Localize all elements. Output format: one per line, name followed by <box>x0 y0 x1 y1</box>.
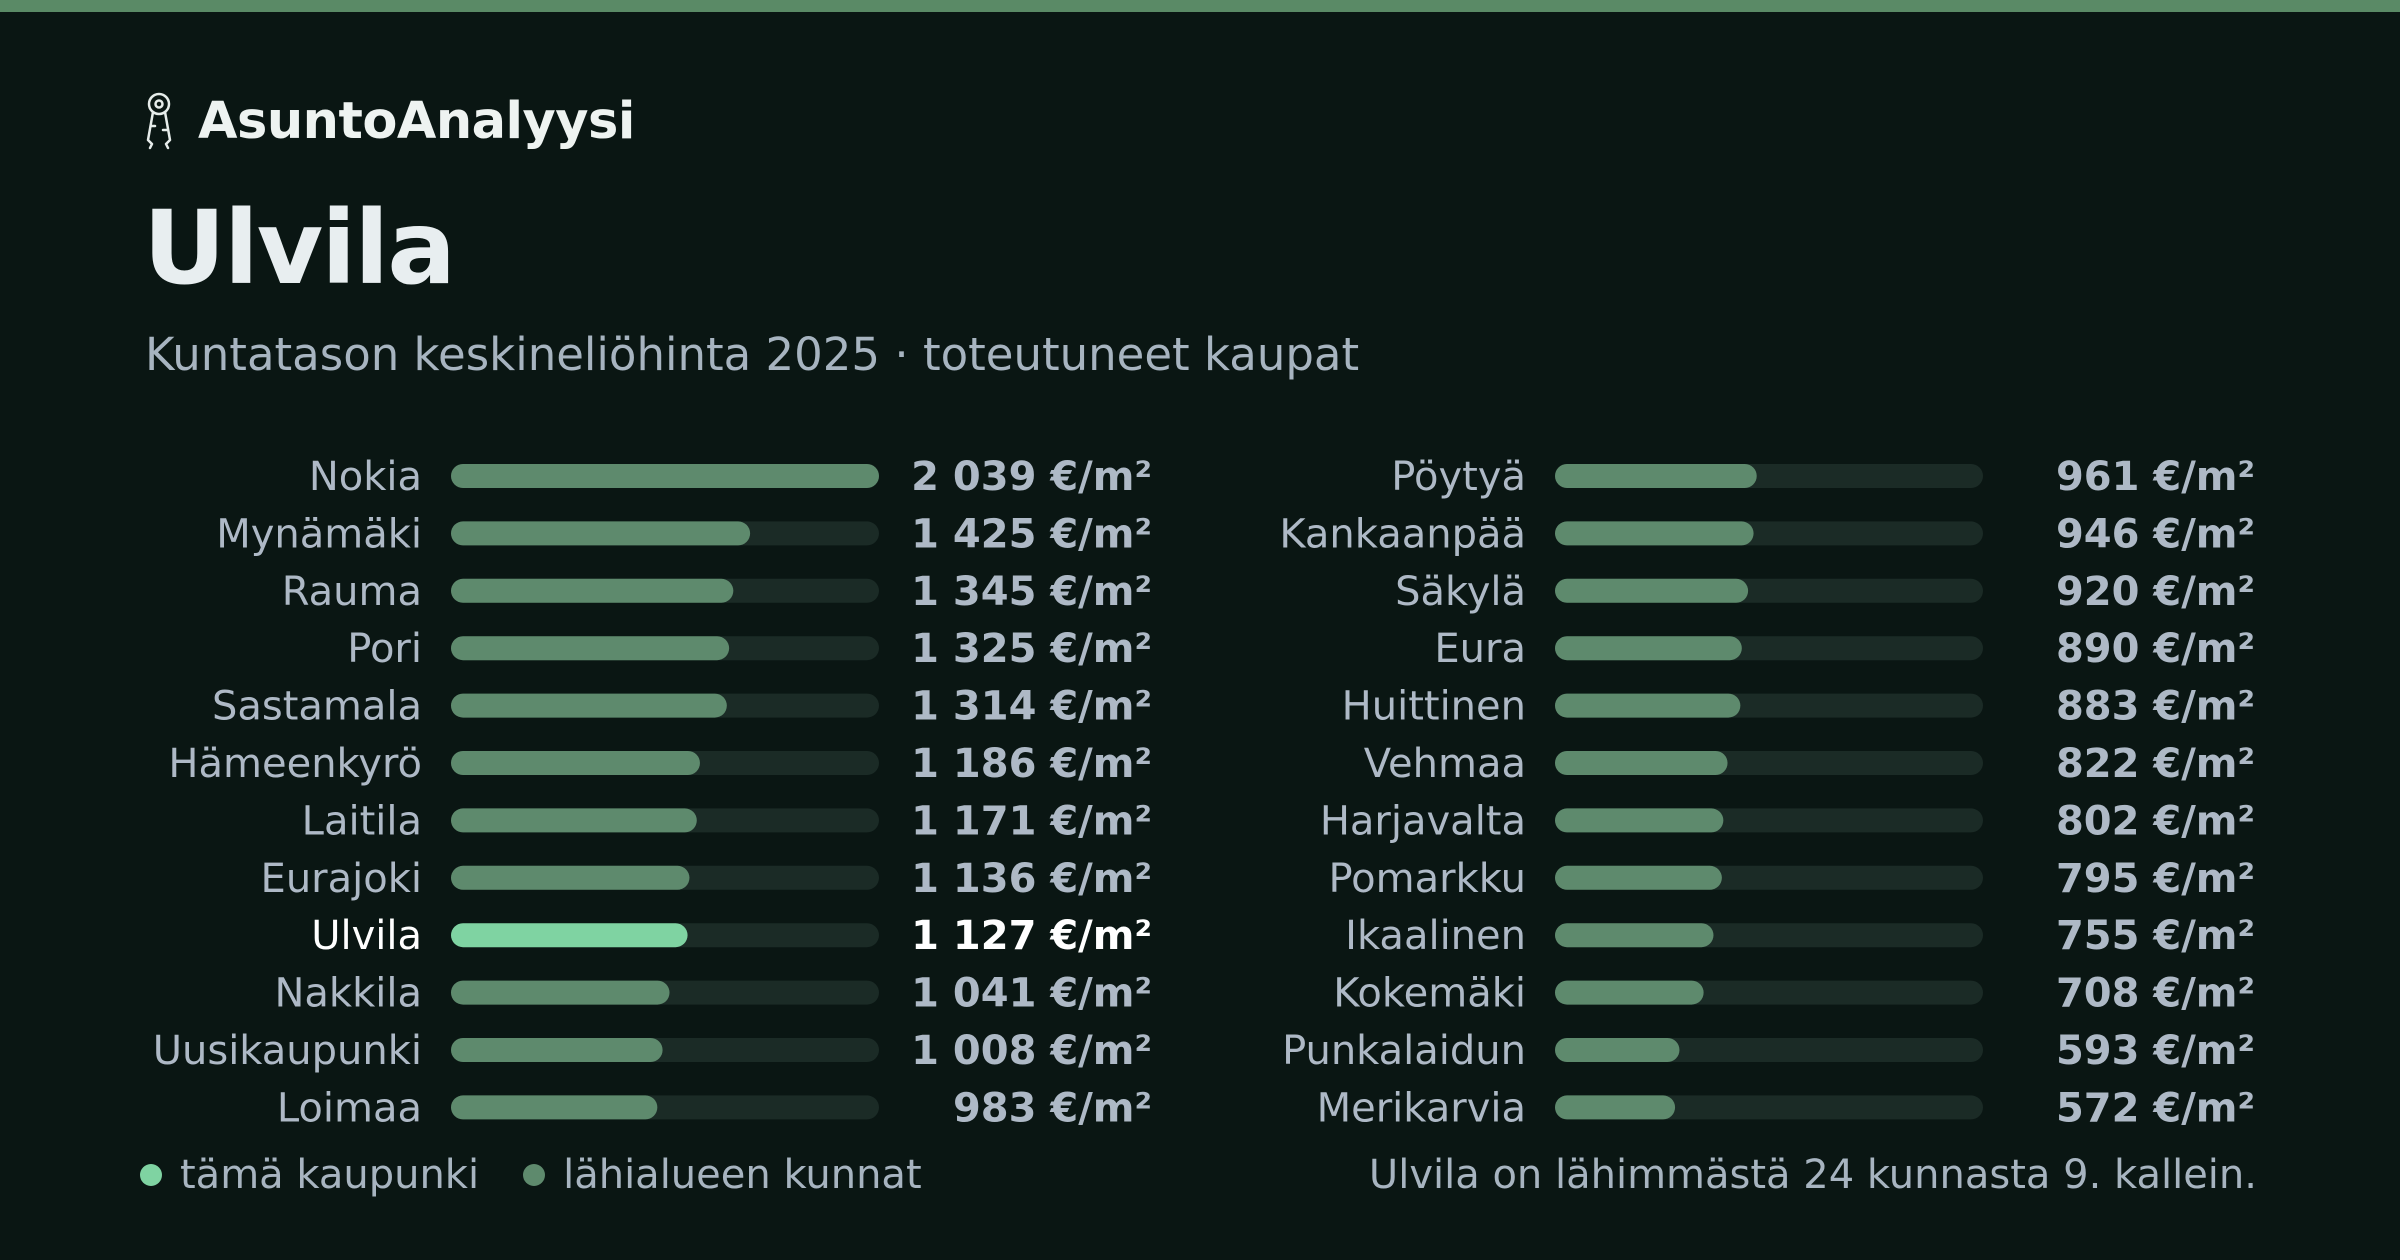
bar-laitila <box>451 808 697 833</box>
bar-value-pomarkku: 795 €/m² <box>2056 856 2255 902</box>
bar-value-ulvila: 1 127 €/m² <box>911 913 1152 959</box>
page-subtitle: Kuntatason keskineliöhinta 2025 · toteut… <box>145 328 1360 381</box>
legend-item-nearby: lähialueen kunnat <box>523 1152 922 1198</box>
bar-säkylä <box>1555 578 1749 603</box>
bar-value-uusikaupunki: 1 008 €/m² <box>911 1028 1152 1074</box>
bar-label-nakkila: Nakkila <box>275 971 423 1017</box>
bar-label-pomarkku: Pomarkku <box>1328 856 1526 902</box>
legend-label-nearby: lähialueen kunnat <box>563 1152 922 1198</box>
bar-value-rauma: 1 345 €/m² <box>911 569 1152 615</box>
bar-value-loimaa: 983 €/m² <box>953 1085 1152 1131</box>
bar-nakkila <box>451 980 670 1005</box>
bar-label-eurajoki: Eurajoki <box>261 856 422 902</box>
bar-value-pori: 1 325 €/m² <box>911 626 1152 672</box>
bar-value-punkalaidun: 593 €/m² <box>2056 1028 2255 1074</box>
bar-label-kokemäki: Kokemäki <box>1333 971 1526 1017</box>
bar-hämeenkyrö <box>451 751 700 775</box>
bar-label-hämeenkyrö: Hämeenkyrö <box>168 741 422 787</box>
bar-pöytyä <box>1555 464 1757 488</box>
bar-loimaa <box>451 1095 658 1120</box>
bar-value-mynämäki: 1 425 €/m² <box>911 511 1152 557</box>
legend-dot-this-city <box>140 1164 162 1186</box>
bar-value-eura: 890 €/m² <box>2056 626 2255 672</box>
bar-value-harjavalta: 802 €/m² <box>2056 798 2255 844</box>
brand-name: AsuntoAnalyysi <box>198 91 635 151</box>
bar-value-laitila: 1 171 €/m² <box>911 798 1152 844</box>
bar-label-pöytyä: Pöytyä <box>1391 454 1526 500</box>
keys-icon <box>146 92 172 150</box>
bar-ikaalinen <box>1555 923 1714 948</box>
bar-label-uusikaupunki: Uusikaupunki <box>153 1028 422 1074</box>
bar-label-punkalaidun: Punkalaidun <box>1282 1028 1526 1074</box>
bar-label-huittinen: Huittinen <box>1342 684 1526 730</box>
bar-vehmaa <box>1555 751 1728 775</box>
bar-merikarvia <box>1555 1095 1676 1120</box>
bar-ulvila <box>451 923 688 948</box>
legend-dot-nearby <box>523 1164 546 1186</box>
bar-value-sastamala: 1 314 €/m² <box>911 684 1152 730</box>
bar-label-mynämäki: Mynämäki <box>216 511 422 557</box>
bar-kankaanpää <box>1555 521 1754 546</box>
legend-item-this-city: tämä kaupunki <box>140 1152 479 1198</box>
bar-label-vehmaa: Vehmaa <box>1364 741 1526 787</box>
bar-label-loimaa: Loimaa <box>277 1085 422 1131</box>
bar-kokemäki <box>1555 980 1704 1005</box>
bar-pori <box>451 636 730 661</box>
bar-huittinen <box>1555 693 1741 718</box>
bar-value-nokia: 2 039 €/m² <box>911 454 1152 500</box>
bar-value-pöytyä: 961 €/m² <box>2056 454 2255 500</box>
bar-pomarkku <box>1555 865 1722 890</box>
legend-label-this-city: tämä kaupunki <box>180 1152 480 1198</box>
legend: tämä kaupunki lähialueen kunnat <box>140 1152 966 1198</box>
bar-label-laitila: Laitila <box>302 798 422 844</box>
page-title: Ulvila <box>143 189 456 308</box>
top-accent-bar <box>0 0 2400 12</box>
brand: AsuntoAnalyysi <box>140 90 635 152</box>
bar-value-säkylä: 920 €/m² <box>2056 569 2255 615</box>
bar-uusikaupunki <box>451 1038 663 1062</box>
bar-value-kokemäki: 708 €/m² <box>2056 971 2255 1017</box>
bar-value-merikarvia: 572 €/m² <box>2056 1085 2255 1131</box>
bar-label-ulvila: Ulvila <box>311 913 422 959</box>
bar-punkalaidun <box>1555 1038 1680 1062</box>
bar-label-eura: Eura <box>1434 626 1526 672</box>
bar-mynämäki <box>451 521 751 546</box>
bar-label-nokia: Nokia <box>309 454 422 500</box>
bar-eura <box>1555 636 1742 661</box>
bar-value-vehmaa: 822 €/m² <box>2056 741 2255 787</box>
bar-label-pori: Pori <box>347 626 422 672</box>
bar-nokia <box>451 464 879 488</box>
bar-label-sastamala: Sastamala <box>212 684 422 730</box>
bar-label-harjavalta: Harjavalta <box>1320 798 1526 844</box>
bar-label-rauma: Rauma <box>282 569 422 615</box>
bar-value-kankaanpää: 946 €/m² <box>2056 511 2255 557</box>
bar-value-eurajoki: 1 136 €/m² <box>911 856 1152 902</box>
bar-eurajoki <box>451 865 690 890</box>
bar-value-ikaalinen: 755 €/m² <box>2056 913 2255 959</box>
bar-rauma <box>451 578 734 603</box>
bar-value-hämeenkyrö: 1 186 €/m² <box>911 741 1152 787</box>
rank-note: Ulvila on lähimmästä 24 kunnasta 9. kall… <box>1368 1152 2257 1198</box>
bar-sastamala <box>451 693 727 718</box>
bar-label-ikaalinen: Ikaalinen <box>1345 913 1526 959</box>
bar-label-kankaanpää: Kankaanpää <box>1279 511 1526 557</box>
bar-label-säkylä: Säkylä <box>1395 569 1526 615</box>
bar-value-nakkila: 1 041 €/m² <box>911 971 1152 1017</box>
bar-harjavalta <box>1555 808 1724 833</box>
bar-value-huittinen: 883 €/m² <box>2056 684 2255 730</box>
bar-label-merikarvia: Merikarvia <box>1317 1085 1526 1131</box>
